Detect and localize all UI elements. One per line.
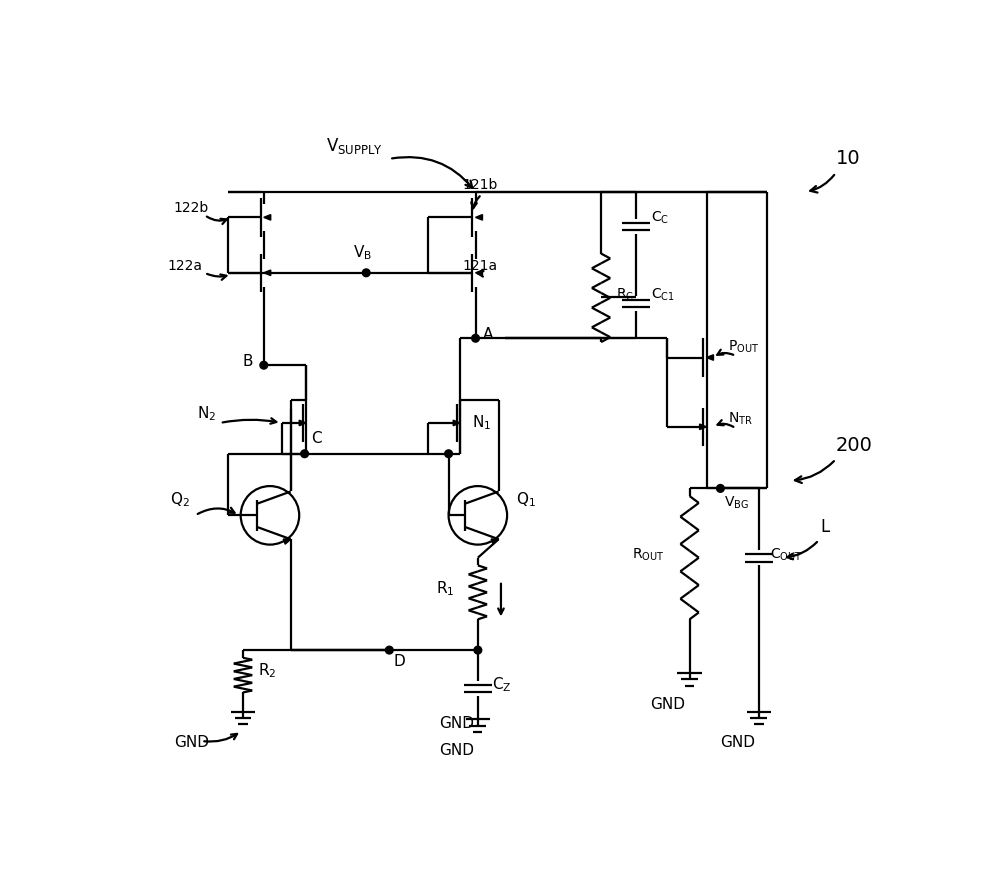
- Text: V$_\mathregular{SUPPLY}$: V$_\mathregular{SUPPLY}$: [326, 136, 383, 156]
- Polygon shape: [476, 271, 482, 276]
- Circle shape: [301, 450, 308, 458]
- Text: V$_\mathregular{B}$: V$_\mathregular{B}$: [353, 242, 372, 262]
- Text: GND: GND: [439, 742, 474, 757]
- Text: C$_\mathregular{Z}$: C$_\mathregular{Z}$: [492, 675, 511, 693]
- Text: R$_\mathregular{1}$: R$_\mathregular{1}$: [436, 579, 454, 597]
- FancyArrowPatch shape: [795, 461, 834, 483]
- Polygon shape: [264, 271, 271, 276]
- FancyArrowPatch shape: [207, 217, 227, 225]
- Circle shape: [717, 485, 724, 493]
- Text: N$_\mathregular{2}$: N$_\mathregular{2}$: [197, 404, 216, 423]
- FancyArrowPatch shape: [392, 158, 472, 189]
- Text: 200: 200: [836, 435, 873, 454]
- Circle shape: [362, 269, 370, 277]
- Text: R$_\mathregular{OUT}$: R$_\mathregular{OUT}$: [632, 546, 664, 562]
- FancyArrowPatch shape: [717, 350, 733, 355]
- Circle shape: [474, 647, 482, 654]
- Polygon shape: [707, 355, 713, 361]
- FancyArrowPatch shape: [787, 542, 817, 560]
- Text: Q$_\mathregular{1}$: Q$_\mathregular{1}$: [516, 490, 536, 509]
- Text: N$_\mathregular{TR}$: N$_\mathregular{TR}$: [728, 410, 753, 427]
- Text: 10: 10: [836, 149, 861, 169]
- Text: GND: GND: [651, 696, 686, 711]
- Text: GND: GND: [174, 734, 209, 749]
- Polygon shape: [283, 540, 291, 545]
- Polygon shape: [453, 421, 460, 426]
- FancyArrowPatch shape: [471, 197, 480, 209]
- Polygon shape: [700, 425, 707, 430]
- Text: L: L: [820, 517, 830, 535]
- Text: B: B: [242, 354, 253, 368]
- Text: R$_\mathregular{2}$: R$_\mathregular{2}$: [258, 661, 277, 680]
- Circle shape: [385, 647, 393, 654]
- Text: P$_\mathregular{OUT}$: P$_\mathregular{OUT}$: [728, 338, 759, 355]
- Text: N$_\mathregular{1}$: N$_\mathregular{1}$: [472, 414, 492, 432]
- Text: C$_\mathregular{C}$: C$_\mathregular{C}$: [651, 209, 669, 226]
- Text: 121a: 121a: [462, 259, 498, 273]
- Text: 121b: 121b: [462, 178, 498, 192]
- Polygon shape: [299, 421, 306, 426]
- FancyArrowPatch shape: [810, 176, 834, 193]
- Text: 122a: 122a: [168, 259, 203, 273]
- Polygon shape: [264, 216, 271, 221]
- Text: V$_\mathregular{BG}$: V$_\mathregular{BG}$: [724, 494, 749, 510]
- Text: A: A: [483, 327, 494, 342]
- Text: C$_\mathregular{OUT}$: C$_\mathregular{OUT}$: [770, 546, 803, 562]
- Text: 122b: 122b: [174, 201, 209, 215]
- FancyArrowPatch shape: [718, 421, 733, 428]
- Text: Q$_\mathregular{2}$: Q$_\mathregular{2}$: [170, 490, 190, 509]
- FancyArrowPatch shape: [223, 419, 276, 424]
- Text: GND: GND: [720, 734, 755, 749]
- Text: GND: GND: [439, 715, 474, 730]
- Circle shape: [260, 362, 268, 369]
- Circle shape: [472, 335, 479, 342]
- Text: C: C: [311, 431, 321, 446]
- Polygon shape: [491, 540, 499, 545]
- FancyArrowPatch shape: [204, 734, 237, 742]
- Circle shape: [445, 450, 452, 458]
- FancyArrowPatch shape: [198, 508, 235, 514]
- FancyArrowPatch shape: [478, 272, 484, 277]
- Text: C$_\mathregular{C1}$: C$_\mathregular{C1}$: [651, 286, 675, 302]
- FancyArrowPatch shape: [207, 275, 226, 281]
- Text: R$_\mathregular{C}$: R$_\mathregular{C}$: [616, 286, 634, 302]
- Text: D: D: [393, 653, 405, 669]
- Polygon shape: [476, 216, 482, 221]
